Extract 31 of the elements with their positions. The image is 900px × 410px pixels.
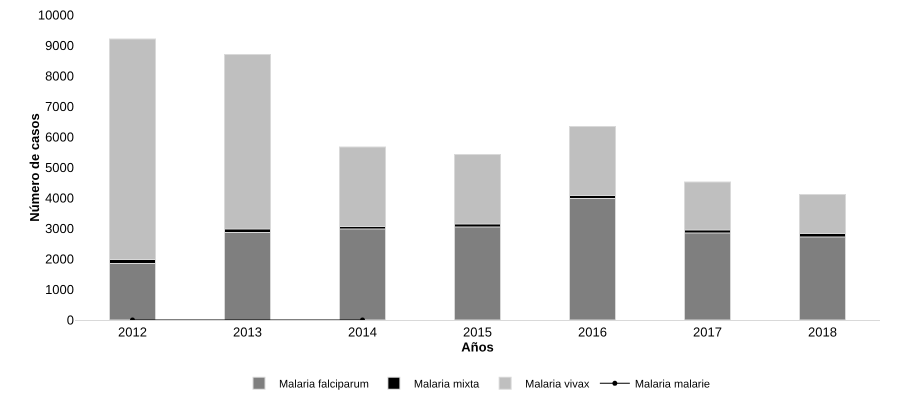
y-axis-title: Número de casos xyxy=(27,113,42,222)
y-tick-label: 5000 xyxy=(45,160,74,176)
legend-label: Malaria malarie xyxy=(634,378,710,391)
x-tick-label: 2017 xyxy=(693,324,722,340)
bar xyxy=(454,154,501,225)
legend-label: Malaria falciparum xyxy=(279,378,369,391)
y-tick-label: 1000 xyxy=(45,282,74,298)
bar xyxy=(224,54,271,230)
y-tick-label: 2000 xyxy=(45,252,74,267)
legend-label: Malaria mixta xyxy=(414,378,480,391)
x-axis-title: Años xyxy=(461,340,494,355)
y-tick-label: 0 xyxy=(66,312,74,328)
y-tick-label: 8000 xyxy=(45,68,74,84)
y-tick-label: 10000 xyxy=(38,8,74,23)
y-tick-label: 7000 xyxy=(45,99,74,114)
y-tick-label: 6000 xyxy=(45,130,74,145)
x-tick-label: 2016 xyxy=(578,324,607,340)
x-tick-label: 2014 xyxy=(348,324,377,340)
x-tick-label: 2015 xyxy=(463,324,492,340)
bar xyxy=(339,146,386,227)
bar xyxy=(569,126,616,196)
legend-label: Malaria vivax xyxy=(525,378,590,391)
x-tick-label: 2012 xyxy=(118,324,147,340)
x-tick-label: 2018 xyxy=(808,324,837,340)
x-tick-label: 2013 xyxy=(233,324,262,340)
bar xyxy=(109,38,156,260)
y-tick-label: 4000 xyxy=(45,190,74,206)
y-tick-label: 9000 xyxy=(45,38,74,54)
y-tick-label: 3000 xyxy=(45,221,74,236)
bar xyxy=(799,194,846,234)
bar xyxy=(684,182,731,231)
